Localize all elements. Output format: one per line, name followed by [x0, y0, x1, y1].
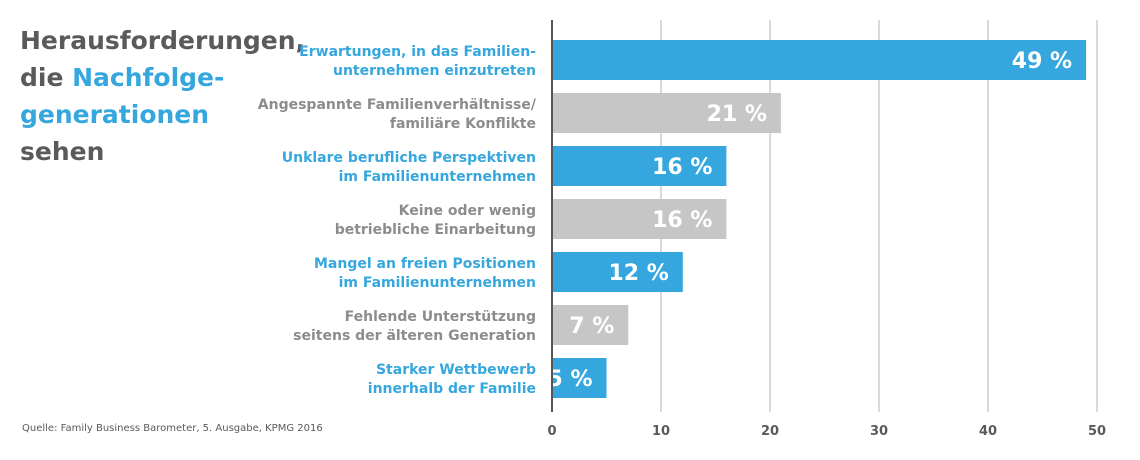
data-label: 16 % [652, 155, 712, 180]
category-label: Erwartungen, in das Familien- [299, 44, 536, 60]
data-label: 12 % [608, 261, 668, 286]
title-line-3-accent: generationen [20, 100, 210, 129]
x-tick-label: 20 [761, 424, 779, 439]
data-label: 21 % [707, 102, 767, 127]
category-label: seitens der älteren Generation [293, 328, 536, 344]
category-label: unternehmen einzutreten [333, 63, 536, 79]
bar [552, 146, 727, 186]
data-label: 5 % [547, 367, 592, 392]
bar [552, 93, 781, 133]
x-tick-label: 40 [979, 424, 997, 439]
category-label: innerhalb der Familie [368, 381, 536, 397]
category-label: Angespannte Familienverhältnisse/ [258, 97, 537, 113]
chart-title: Herausforderungen, die Nachfolge- genera… [20, 22, 305, 170]
bar [552, 252, 683, 292]
bar [552, 358, 607, 398]
title-line-4: sehen [20, 137, 105, 166]
x-tick-label: 50 [1088, 424, 1106, 439]
category-label: Fehlende Unterstützung [345, 309, 536, 325]
category-label: im Familienunternehmen [339, 275, 536, 291]
x-tick-label: 10 [652, 424, 670, 439]
title-line-2-accent: Nachfolge- [72, 63, 225, 92]
category-label: Keine oder wenig [399, 203, 536, 219]
category-label: Mangel an freien Positionen [314, 256, 536, 272]
title-line-1: Herausforderungen, [20, 26, 306, 55]
category-label: betriebliche Einarbeitung [335, 222, 536, 238]
x-tick-label: 0 [547, 424, 556, 439]
source-note: Quelle: Family Business Barometer, 5. Au… [22, 423, 323, 434]
data-label: 7 % [569, 314, 614, 339]
data-label: 49 % [1012, 49, 1072, 74]
bar [552, 199, 727, 239]
x-tick-label: 30 [870, 424, 888, 439]
bar [552, 305, 629, 345]
bar [552, 40, 1087, 80]
category-label: familiäre Konflikte [390, 116, 536, 132]
title-line-2-plain: die [20, 63, 73, 92]
category-label: im Familienunternehmen [339, 169, 536, 185]
data-label: 16 % [652, 208, 712, 233]
category-label: Starker Wettbewerb [376, 362, 536, 378]
category-label: Unklare berufliche Perspektiven [282, 150, 536, 166]
